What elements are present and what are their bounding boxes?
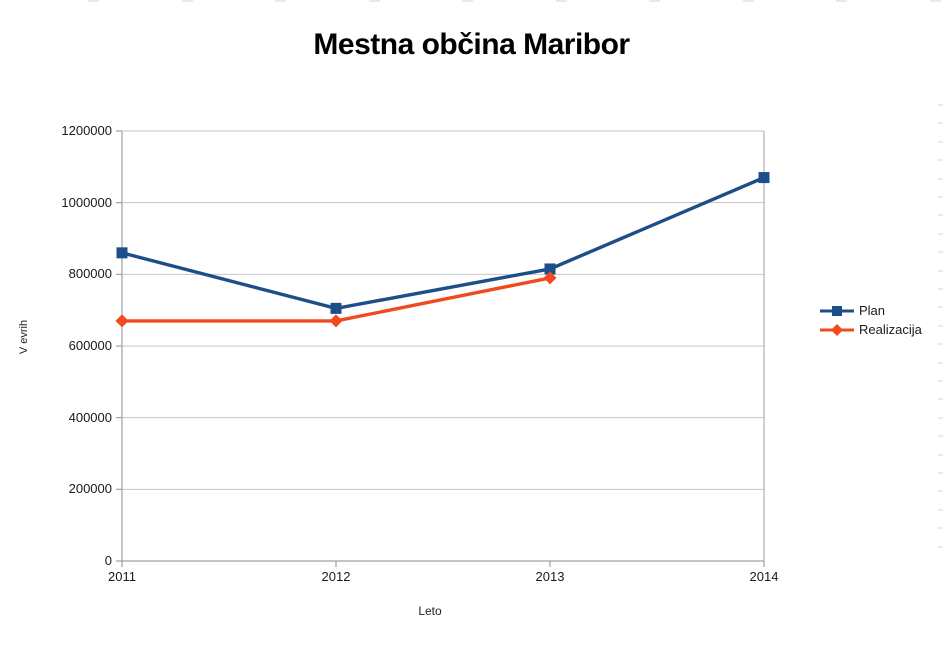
y-axis-title: V evrih bbox=[18, 319, 30, 355]
data-point-realizacija bbox=[115, 314, 129, 328]
data-point-plan bbox=[116, 247, 128, 259]
data-point-realizacija bbox=[329, 314, 343, 328]
legend-marker-diamond-icon bbox=[820, 323, 854, 336]
grid-stub bbox=[938, 508, 943, 511]
grid-stub bbox=[275, 0, 286, 2]
grid-stub bbox=[938, 361, 943, 364]
grid-stub bbox=[929, 0, 941, 2]
grid-stub bbox=[938, 398, 943, 401]
grid-stub bbox=[181, 0, 193, 2]
grid-stub bbox=[938, 490, 943, 493]
grid-stub bbox=[938, 435, 943, 438]
grid-stub bbox=[938, 232, 943, 235]
grid-stub bbox=[88, 0, 99, 2]
x-tick-label: 2012 bbox=[321, 569, 351, 584]
grid-stub bbox=[938, 140, 943, 143]
grid-stub bbox=[938, 472, 943, 474]
grid-stub bbox=[938, 306, 943, 309]
grid-stub bbox=[742, 0, 754, 2]
data-point-plan bbox=[330, 302, 342, 314]
y-tick-label: 0 bbox=[104, 553, 112, 568]
grid-stub bbox=[938, 416, 943, 419]
grid-stub bbox=[938, 343, 943, 346]
grid-stub bbox=[836, 0, 847, 2]
x-axis-title: Leto bbox=[418, 604, 442, 618]
data-point-plan bbox=[758, 172, 770, 184]
grid-stub bbox=[938, 527, 943, 530]
grid-stub bbox=[555, 0, 567, 2]
legend-label: Realizacija bbox=[859, 322, 922, 337]
grid-stub bbox=[938, 104, 943, 106]
y-tick-label: 400000 bbox=[68, 409, 112, 425]
grid-stub bbox=[368, 0, 380, 2]
y-tick-label: 600000 bbox=[68, 338, 112, 353]
grid-stub bbox=[938, 122, 943, 125]
x-tick-label: 2014 bbox=[749, 569, 779, 584]
data-point-plan bbox=[544, 263, 556, 275]
grid-stub bbox=[938, 324, 943, 327]
y-tick-label: 200000 bbox=[68, 481, 112, 497]
legend-marker-square-icon bbox=[820, 305, 854, 316]
grid-stub bbox=[938, 177, 943, 180]
grid-stub bbox=[938, 159, 943, 162]
grid-stub bbox=[462, 0, 473, 2]
grid-stub bbox=[938, 545, 943, 548]
chart-title: Mestna občina Maribor bbox=[313, 28, 630, 61]
series-line-plan bbox=[121, 176, 765, 311]
grid-stub bbox=[938, 251, 943, 254]
x-tick-label: 2011 bbox=[108, 569, 136, 584]
y-tick-label: 1000000 bbox=[61, 194, 112, 210]
data-point-realizacija bbox=[543, 271, 557, 285]
grid-stub bbox=[938, 380, 943, 382]
grid-stub bbox=[938, 269, 943, 272]
grid-stub bbox=[649, 0, 660, 2]
legend-item-plan: Plan bbox=[820, 301, 922, 320]
legend: Plan Realizacija bbox=[820, 301, 922, 339]
legend-label: Plan bbox=[859, 303, 886, 318]
y-tick-label: 800000 bbox=[68, 266, 112, 282]
y-tick-label: 1200000 bbox=[61, 123, 112, 138]
grid-stub bbox=[938, 196, 943, 198]
legend-item-realizacija: Realizacija bbox=[820, 320, 922, 339]
grid-stub bbox=[938, 453, 943, 456]
grid-stub bbox=[938, 288, 943, 290]
grid-stub bbox=[938, 214, 943, 217]
x-tick-label: 2013 bbox=[535, 569, 565, 584]
